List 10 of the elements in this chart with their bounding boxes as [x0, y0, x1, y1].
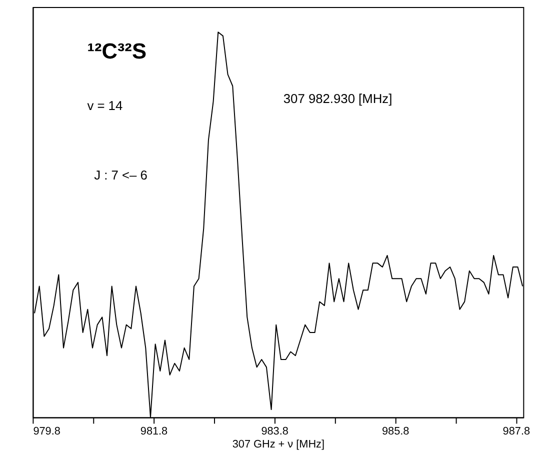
annotation: v = 14 — [87, 98, 123, 114]
x-tick-label: 985.8 — [382, 426, 410, 438]
x-tick-label: 987.8 — [502, 426, 530, 438]
x-tick-label: 979.8 — [33, 426, 60, 438]
x-tick-label: 983.8 — [261, 426, 288, 438]
x-axis-title: 307 GHz + ν [MHz] — [232, 438, 325, 450]
annotation: ¹²C³²S — [87, 38, 146, 64]
annotation: J : 7 <– 6 — [94, 167, 148, 182]
annotation: 307 982.930 [MHz] — [283, 91, 392, 106]
x-tick-label: 981.8 — [140, 426, 168, 438]
